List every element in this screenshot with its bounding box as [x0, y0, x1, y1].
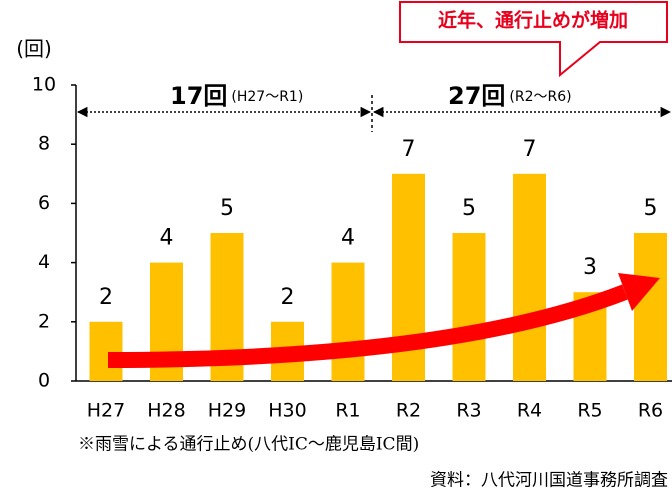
- data-label: 7: [523, 137, 537, 162]
- y-tick-label: 4: [38, 251, 50, 273]
- data-label: 2: [281, 285, 295, 310]
- range-count: 17回 (H27～R1): [170, 82, 303, 110]
- bar: [89, 321, 123, 381]
- data-label: 3: [583, 255, 597, 280]
- data-label: 4: [341, 226, 355, 251]
- data-label: 5: [462, 196, 476, 221]
- data-label: 5: [644, 196, 658, 221]
- y-tick-label: 2: [38, 310, 50, 332]
- range-count: 17回: [170, 82, 227, 110]
- x-tick-label: R4: [517, 400, 542, 422]
- data-label: 2: [99, 285, 113, 310]
- range-years: (H27～R1): [231, 89, 303, 105]
- range-years: (R2～R6): [509, 89, 571, 105]
- range-count: 27回: [448, 82, 505, 110]
- x-tick-label: H28: [147, 400, 185, 422]
- y-tick-label: 10: [32, 74, 56, 96]
- data-label: 4: [160, 226, 174, 251]
- x-tick-label: R5: [577, 400, 602, 422]
- footnote: ※雨雪による通行止め(八代IC～鹿児島IC間): [78, 435, 419, 455]
- source: 資料：八代河川国道事務所調査: [430, 471, 668, 491]
- data-label: 7: [402, 137, 416, 162]
- x-tick-label: H27: [87, 400, 125, 422]
- x-tick-label: R6: [638, 400, 663, 422]
- bar: [452, 233, 486, 381]
- range-count: 27回 (R2～R6): [448, 82, 572, 110]
- y-tick-label: 0: [38, 370, 50, 392]
- bar: [331, 262, 365, 381]
- trend-arrow: [107, 284, 628, 368]
- callout-box: [399, 1, 668, 78]
- x-tick-label: H29: [208, 400, 246, 422]
- x-tick-label: R3: [456, 400, 481, 422]
- bar: [513, 173, 546, 381]
- data-label: 5: [220, 196, 234, 221]
- y-tick-label: 6: [38, 192, 50, 214]
- y-axis-label: (回): [16, 37, 52, 61]
- x-tick-label: R1: [335, 400, 360, 422]
- y-tick-label: 8: [38, 133, 50, 155]
- x-tick-label: H30: [268, 400, 306, 422]
- bar: [634, 233, 667, 381]
- callout-text: 近年、通行止めが増加: [438, 9, 628, 32]
- x-tick-label: R2: [396, 400, 421, 422]
- trend-arrowhead: [618, 273, 660, 311]
